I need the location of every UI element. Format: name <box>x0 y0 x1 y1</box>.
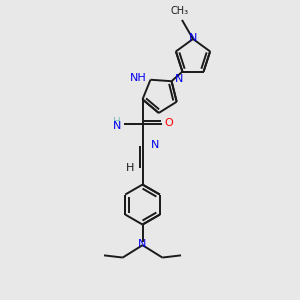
Text: N: N <box>151 140 159 150</box>
Text: N: N <box>175 74 183 84</box>
Text: N: N <box>189 33 197 43</box>
Text: O: O <box>164 118 173 128</box>
Text: H: H <box>113 117 121 127</box>
Text: NH: NH <box>130 73 146 83</box>
Text: N: N <box>138 239 147 249</box>
Text: H: H <box>126 163 134 172</box>
Text: N: N <box>112 121 121 130</box>
Text: CH₃: CH₃ <box>171 6 189 16</box>
